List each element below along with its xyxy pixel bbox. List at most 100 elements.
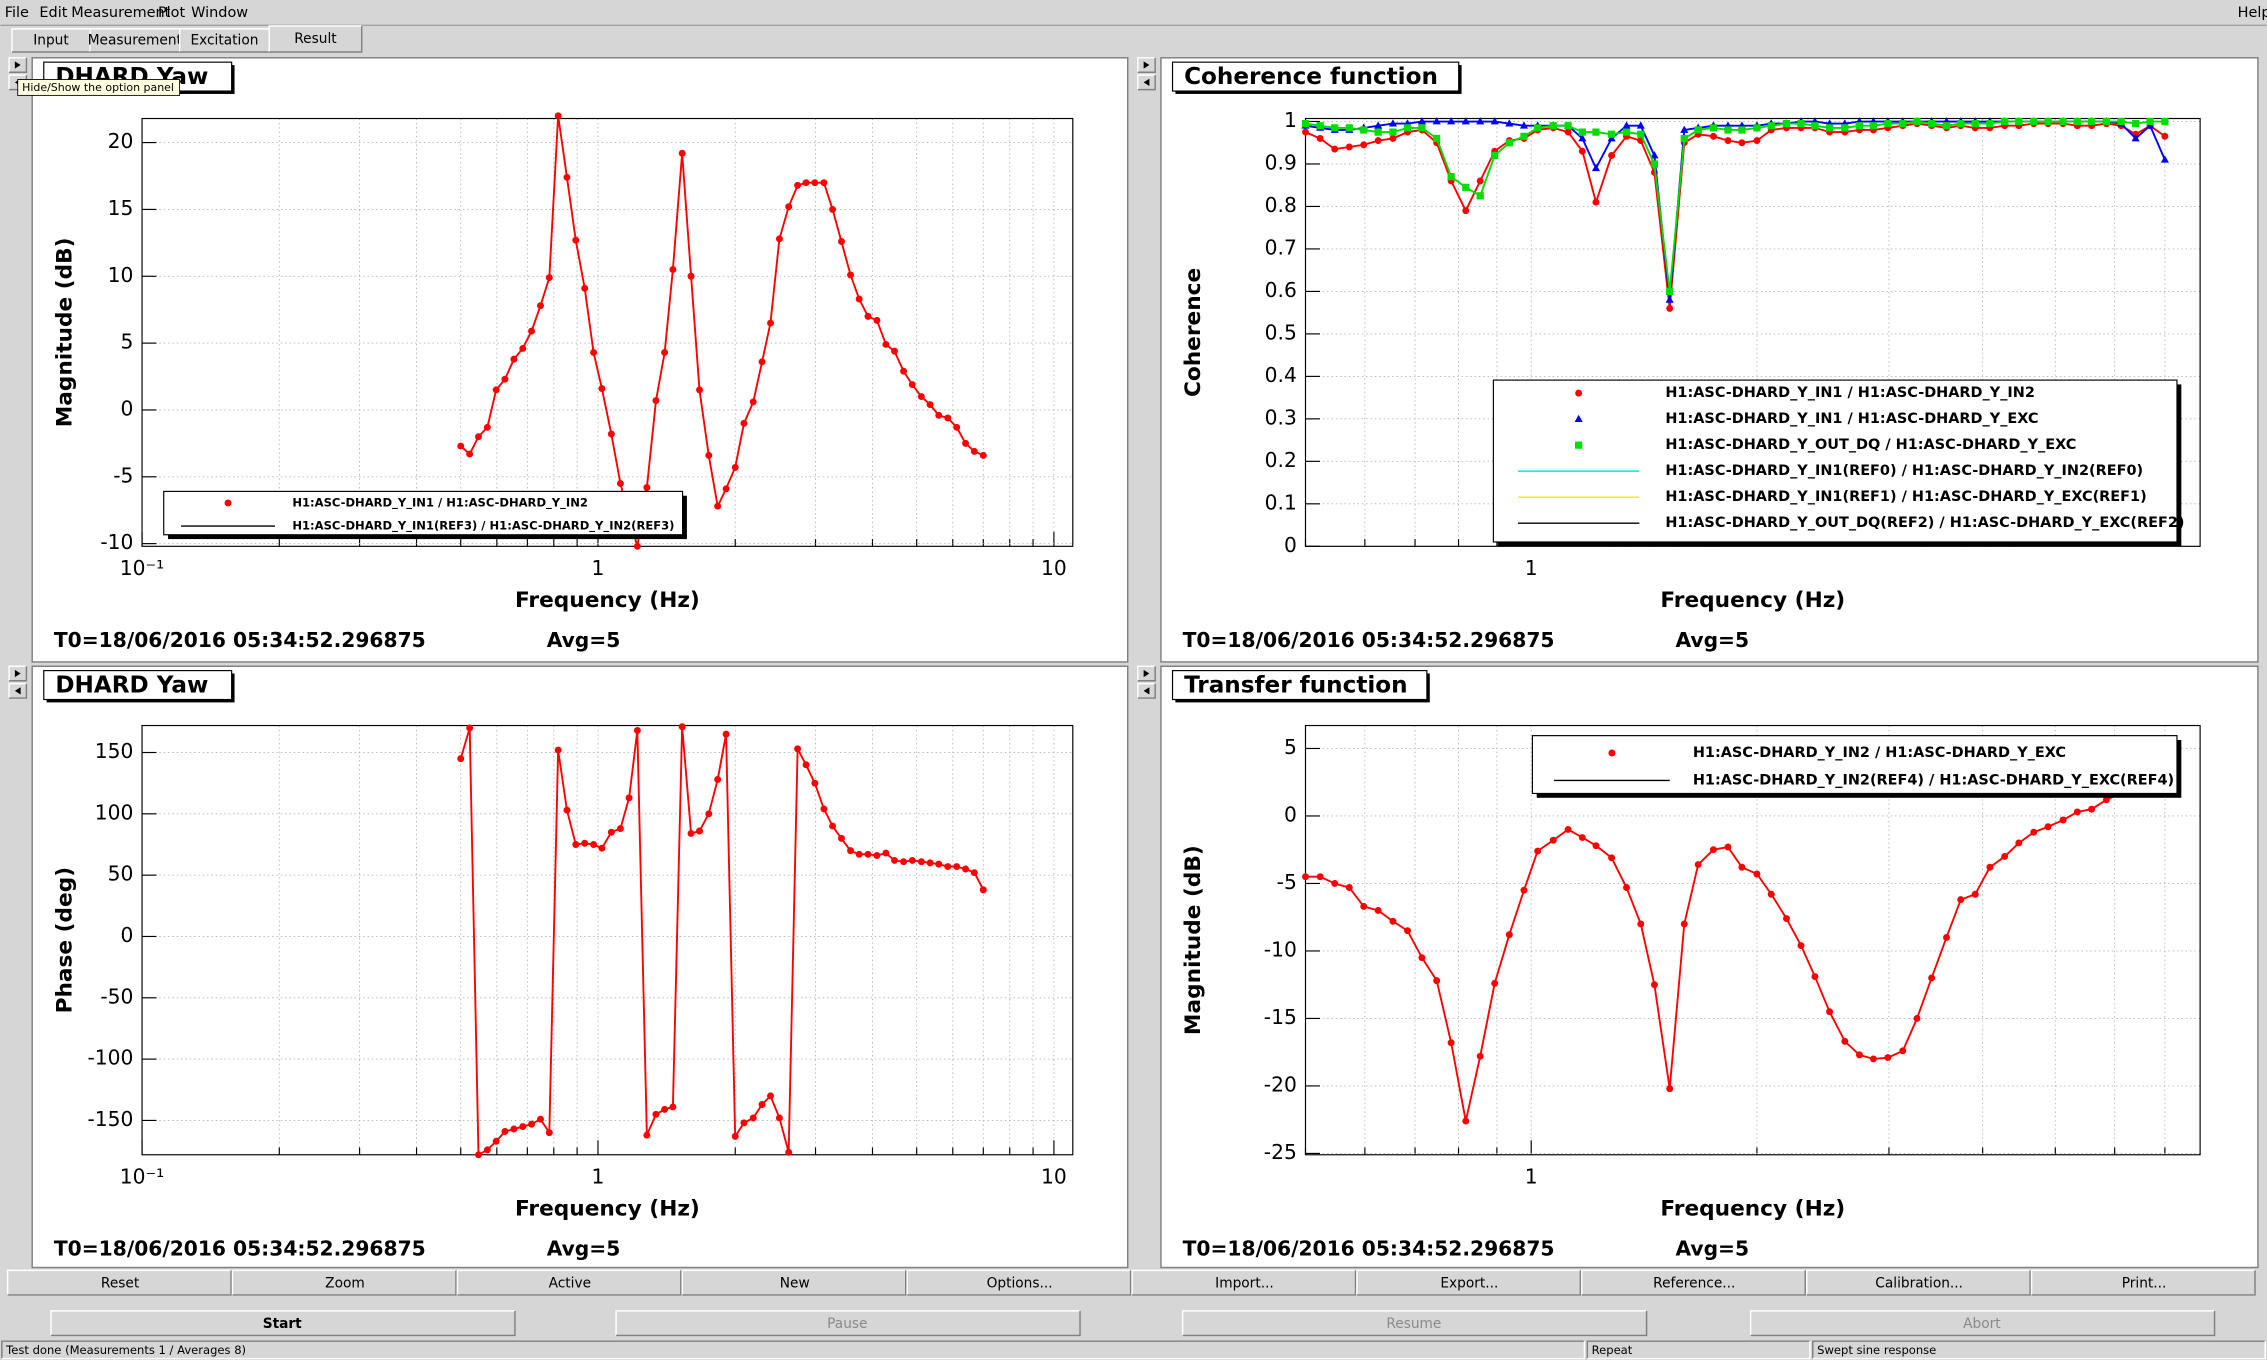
tab-label[interactable]: Measurement (88, 32, 183, 48)
data-point (687, 829, 695, 837)
control-label[interactable]: Start (263, 1316, 302, 1332)
button-bevel-dark (907, 1270, 1132, 1296)
button-label[interactable]: Export... (1440, 1275, 1498, 1291)
x-axis-title: Frequency (Hz) (515, 1197, 700, 1222)
tab-label[interactable]: Result (294, 31, 337, 47)
data-point (749, 1114, 757, 1122)
data-point (519, 344, 527, 352)
tab[interactable] (179, 28, 270, 53)
data-point (1608, 854, 1616, 862)
data-point (537, 1115, 544, 1123)
y-axis-title: Magnitude (dB) (1181, 845, 1206, 1035)
option-toggle-bevel-dark (1137, 666, 1156, 682)
data-point (669, 1103, 677, 1111)
x-tick-label: 1 (1525, 1164, 1538, 1188)
data-point (1986, 863, 1994, 871)
button-bevel-dark (232, 1270, 457, 1296)
data-point (1575, 441, 1583, 449)
data-point (528, 327, 536, 335)
data-point (1360, 126, 1368, 134)
button-label[interactable]: Calibration... (1875, 1275, 1963, 1291)
data-point (2044, 823, 2052, 831)
button-label[interactable]: Print... (2122, 1275, 2167, 1291)
data-point (1884, 119, 1892, 128)
button-label[interactable]: Reference... (1653, 1275, 1735, 1291)
tab[interactable] (11, 28, 91, 53)
panel-title: Transfer function (1184, 672, 1408, 698)
menu-item[interactable]: File (5, 5, 29, 21)
button[interactable] (907, 1270, 1131, 1295)
data-point (457, 755, 465, 763)
data-point (1578, 834, 1586, 842)
data-point (2088, 805, 2096, 813)
data-point (1709, 124, 1718, 132)
button-label[interactable]: New (780, 1275, 810, 1291)
data-point (1389, 128, 1397, 136)
status-field-bevel-light (1812, 1340, 2266, 1359)
tab-bevel-light (268, 25, 362, 53)
data-point (1622, 121, 1631, 129)
button[interactable] (457, 1270, 681, 1295)
tab-label[interactable]: Input (33, 32, 69, 48)
data-point (1575, 389, 1583, 397)
data-point (563, 173, 571, 181)
data-point (705, 810, 713, 818)
button[interactable] (1132, 1270, 1356, 1295)
tab[interactable] (269, 26, 362, 53)
data-point (1549, 122, 1557, 130)
button[interactable] (232, 1270, 456, 1295)
data-point (722, 730, 730, 738)
data-point (2001, 117, 2009, 126)
data-point (979, 886, 987, 894)
button[interactable] (682, 1270, 906, 1295)
data-point (1564, 825, 1572, 833)
button-bevel-dark (1132, 1270, 1357, 1296)
button-label[interactable]: Reset (101, 1275, 140, 1291)
button-label[interactable]: Import... (1215, 1275, 1274, 1291)
data-point (1433, 977, 1441, 985)
menu-item[interactable]: Edit (39, 5, 67, 21)
x-tick-label: 1 (592, 556, 605, 580)
control-label: Pause (827, 1316, 867, 1332)
data-point (545, 1129, 553, 1137)
control-label: Resume (1386, 1316, 1441, 1332)
tab-label[interactable]: Excitation (190, 32, 258, 48)
menu-item[interactable]: Window (191, 5, 248, 21)
data-point (598, 385, 606, 393)
data-point (1505, 119, 1514, 127)
data-point (2102, 796, 2110, 804)
button[interactable] (2031, 1270, 2256, 1295)
data-point (1578, 134, 1587, 142)
data-point (1462, 207, 1470, 215)
tab[interactable] (90, 28, 180, 53)
data-point (1564, 128, 1572, 136)
data-point (767, 1092, 774, 1100)
y-tick-label: -50 (100, 984, 133, 1008)
data-point (785, 203, 793, 211)
control-button[interactable] (50, 1310, 515, 1336)
data-point (1650, 160, 1659, 168)
data-point (1574, 414, 1583, 423)
option-toggle-bevel-light (8, 665, 27, 681)
data-point (1519, 121, 1529, 129)
button-label[interactable]: Options... (987, 1275, 1053, 1291)
y-tick-label: 0 (1284, 802, 1297, 826)
data-point (661, 348, 669, 356)
x-tick-label: 1 (1525, 556, 1538, 580)
data-point (1476, 117, 1485, 125)
data-point (537, 302, 544, 310)
menu-item[interactable]: Plot (158, 5, 186, 21)
button[interactable] (7, 1270, 232, 1295)
data-point (1709, 846, 1717, 854)
button-label[interactable]: Active (549, 1275, 591, 1291)
button[interactable] (1581, 1270, 1806, 1295)
data-point (838, 834, 845, 842)
data-point (882, 849, 890, 857)
button[interactable] (1356, 1270, 1581, 1295)
option-arrow (1143, 61, 1150, 69)
button[interactable] (1806, 1270, 2031, 1295)
menu-item[interactable]: Help (2238, 5, 2267, 21)
button-label[interactable]: Zoom (325, 1275, 365, 1291)
menu-item[interactable]: Measurement (71, 5, 170, 21)
y-tick-label: 0.3 (1265, 405, 1297, 429)
